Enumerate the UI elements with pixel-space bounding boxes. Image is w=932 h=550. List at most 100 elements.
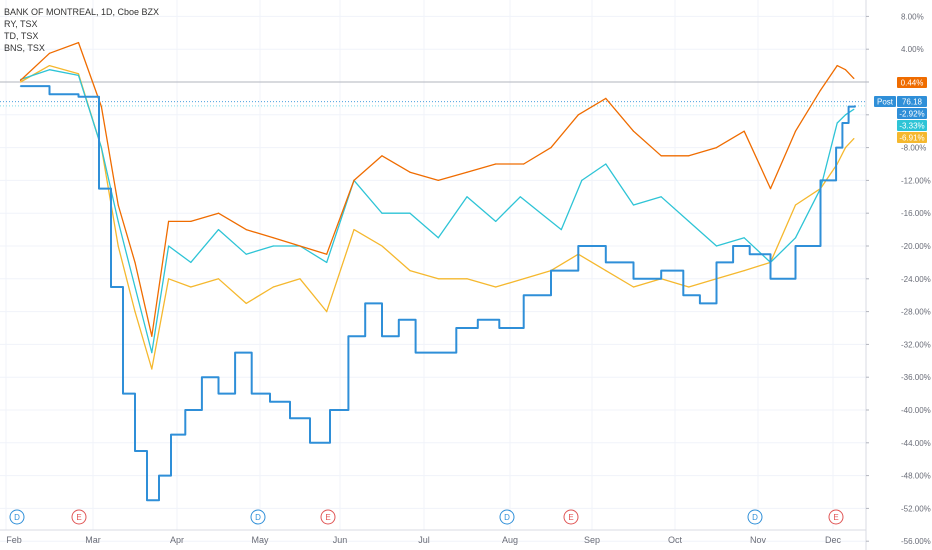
data-point (245, 229, 247, 231)
data-point (409, 212, 411, 214)
data-point (134, 450, 136, 452)
data-point (184, 409, 186, 411)
price-tag-label: -2.92% (899, 110, 924, 119)
data-point (769, 188, 772, 190)
data-point (19, 81, 22, 83)
data-point (381, 245, 383, 247)
data-point (326, 261, 328, 263)
legend-item-ry[interactable]: RY, TSX (4, 19, 38, 29)
data-point (605, 163, 607, 165)
data-point (632, 278, 635, 280)
data-point (844, 147, 847, 149)
series-line-ry[interactable] (20, 69, 855, 354)
data-point (660, 196, 662, 198)
data-point (853, 138, 855, 140)
data-point (743, 237, 745, 239)
y-tick-label: 4.00% (901, 45, 924, 54)
series-line-bank-of-montreal[interactable] (20, 85, 856, 502)
data-point (100, 147, 102, 149)
data-point (794, 204, 797, 206)
data-point (743, 130, 745, 132)
data-point (437, 237, 439, 239)
x-tick-label: Oct (668, 535, 683, 545)
data-point (381, 155, 383, 157)
data-point (326, 253, 328, 255)
price-tag-label: -3.33% (899, 122, 924, 131)
price-tag (897, 77, 927, 88)
data-point (523, 294, 525, 296)
data-point (415, 352, 417, 354)
data-point (19, 85, 22, 87)
data-point (581, 179, 583, 181)
y-tick-label: 8.00% (901, 12, 924, 21)
x-tick-label: Nov (750, 535, 767, 545)
data-point (77, 96, 80, 98)
legend-item-bns[interactable]: BNS, TSX (4, 43, 45, 53)
data-point (190, 220, 192, 222)
event-label: E (568, 513, 573, 522)
data-point (398, 319, 400, 321)
data-point (844, 114, 847, 116)
data-point (819, 179, 822, 181)
legend: BANK OF MONTREAL, 1D, Cboe BZX RY, TSX T… (4, 6, 159, 54)
data-point (437, 179, 439, 181)
data-point (48, 69, 51, 71)
event-label: E (833, 513, 838, 522)
dividend-event-icon[interactable] (9, 509, 25, 525)
data-point (848, 106, 850, 108)
data-point (732, 245, 734, 247)
data-point (819, 89, 822, 91)
data-point (495, 286, 497, 288)
data-point (794, 237, 797, 239)
y-tick-label: -56.00% (901, 537, 931, 546)
data-point (577, 114, 579, 116)
series-layer (19, 41, 856, 502)
x-axis[interactable]: Feb Mar Apr May Jun Jul Aug Sep Oct Nov Dec (6, 535, 841, 545)
data-point (217, 229, 220, 231)
data-point (272, 245, 274, 247)
y-tick-label: -40.00% (901, 406, 931, 415)
data-point (749, 253, 751, 255)
dividend-event-icon[interactable] (747, 509, 763, 525)
data-point (523, 278, 525, 280)
x-tick-label: Jul (418, 535, 430, 545)
data-point (151, 368, 153, 370)
legend-main-symbol[interactable]: BANK OF MONTREAL, 1D, Cboe BZX (4, 7, 160, 17)
data-point (854, 105, 856, 107)
data-point (251, 393, 253, 395)
data-point (364, 302, 366, 304)
earnings-event-icon[interactable] (71, 509, 87, 525)
data-point (201, 376, 203, 378)
data-point (272, 286, 274, 288)
data-point (217, 212, 220, 214)
data-point (540, 212, 542, 214)
data-point (841, 122, 843, 124)
data-point (632, 286, 635, 288)
dividend-event-icon[interactable] (499, 509, 515, 525)
legend-item-td[interactable]: TD, TSX (4, 31, 39, 41)
data-point (19, 79, 22, 81)
y-tick-label: -36.00% (901, 373, 931, 382)
data-point (715, 245, 718, 247)
data-point (117, 204, 119, 206)
data-point (682, 294, 684, 296)
data-point (168, 220, 170, 222)
price-tag (897, 132, 927, 143)
x-tick-label: Mar (85, 535, 101, 545)
data-point (309, 442, 311, 444)
x-tick-label: May (251, 535, 269, 545)
earnings-event-icon[interactable] (828, 509, 844, 525)
data-point (170, 434, 172, 436)
data-point (550, 147, 552, 149)
dividend-event-icon[interactable] (250, 509, 266, 525)
earnings-event-icon[interactable] (563, 509, 579, 525)
data-point (550, 270, 552, 272)
data-point (688, 286, 690, 288)
y-tick-label: -48.00% (901, 472, 931, 481)
earnings-event-icon[interactable] (320, 509, 336, 525)
data-point (77, 74, 80, 77)
data-point (77, 73, 80, 75)
data-point (699, 302, 701, 304)
data-point (769, 278, 772, 280)
